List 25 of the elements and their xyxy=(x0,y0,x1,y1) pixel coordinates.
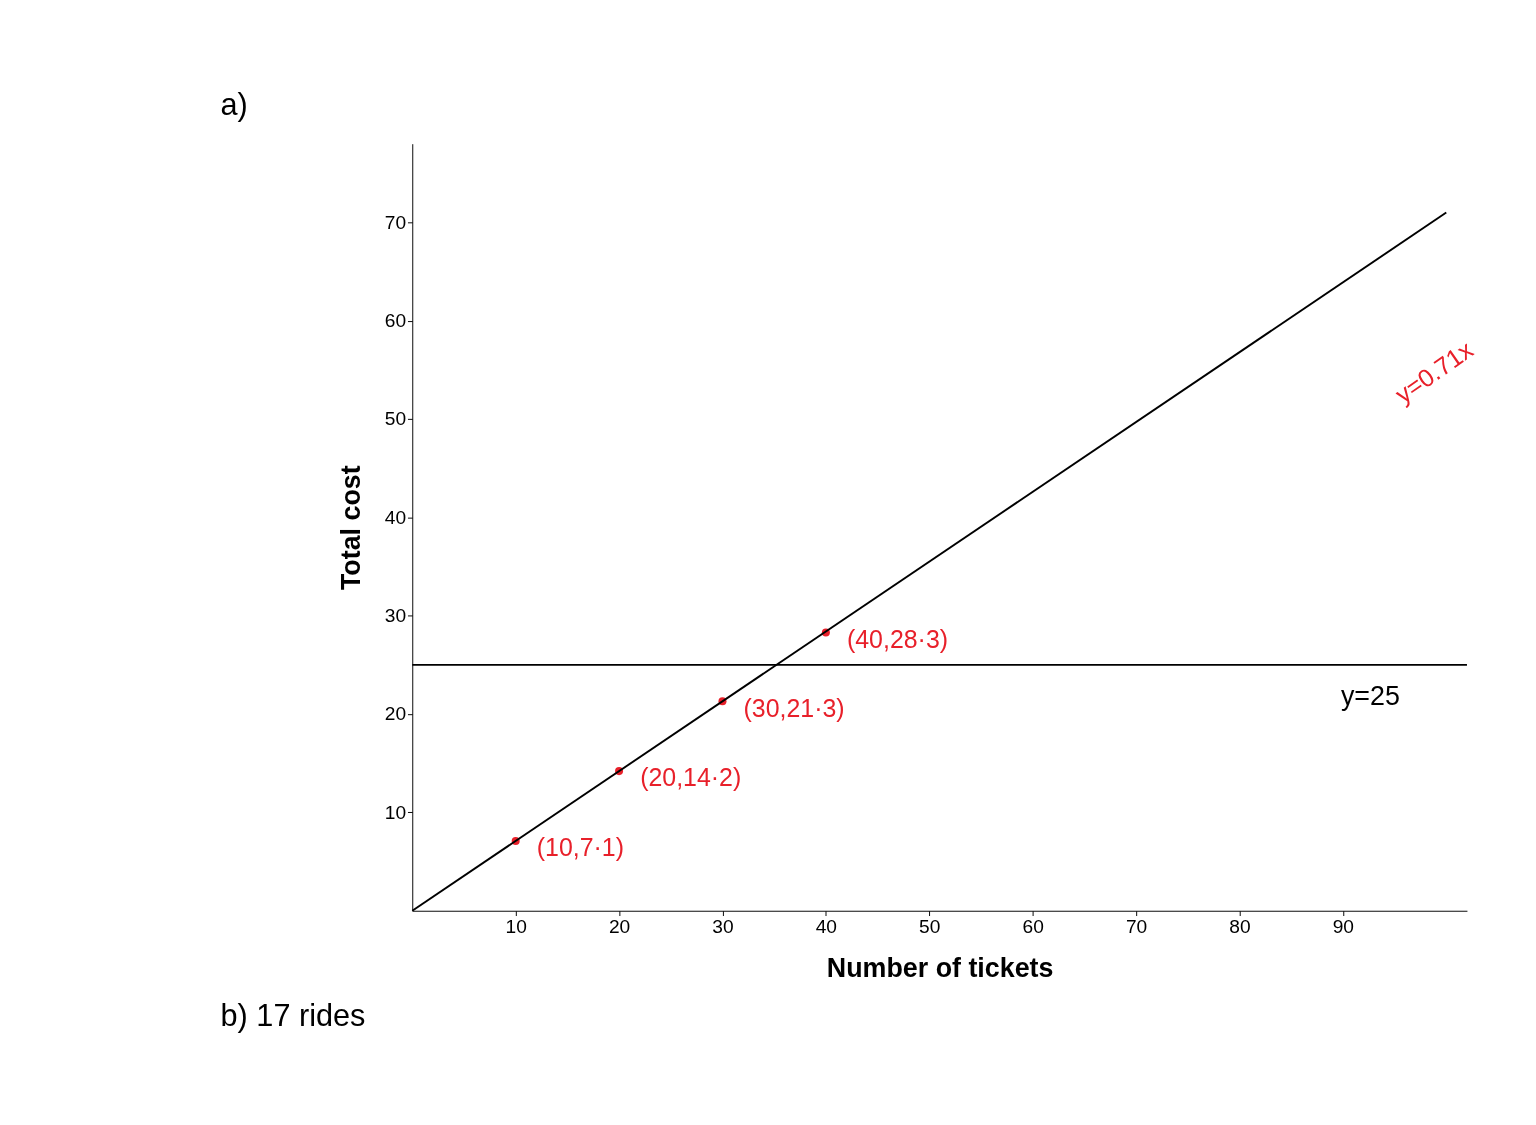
y-tick-label: 30 xyxy=(384,604,407,626)
x-tick-label: 70 xyxy=(1125,916,1148,938)
data-label: (20,14·2) xyxy=(640,763,742,792)
x-tick-label: 20 xyxy=(608,916,631,938)
y-tick-label: 70 xyxy=(384,211,407,233)
y-tick-label: 20 xyxy=(384,703,407,725)
x-tick-label: 80 xyxy=(1229,916,1251,938)
data-label: (30,21·3) xyxy=(743,693,845,722)
x-tick-label: 50 xyxy=(919,916,941,938)
y-tick-label: 40 xyxy=(384,506,407,528)
ref-line-label: y=25 xyxy=(1340,681,1400,712)
x-tick-label: 60 xyxy=(1022,916,1044,938)
data-label: (40,28·3) xyxy=(846,624,949,653)
text: b) 17 rides xyxy=(220,997,366,1033)
y-tick-label: 50 xyxy=(384,408,407,430)
y-tick-label: 10 xyxy=(384,801,407,823)
x-tick-label: 10 xyxy=(505,916,527,938)
x-tick-label: 30 xyxy=(712,916,734,938)
text: a) xyxy=(220,86,248,122)
data-label: (10,7·1) xyxy=(536,833,624,862)
x-tick-label: 90 xyxy=(1332,916,1355,938)
y-tick-label: 60 xyxy=(384,309,407,331)
y-axis-title: Total cost xyxy=(335,465,366,591)
x-axis-title: Number of tickets xyxy=(826,953,1054,984)
x-tick-label: 40 xyxy=(815,916,838,938)
